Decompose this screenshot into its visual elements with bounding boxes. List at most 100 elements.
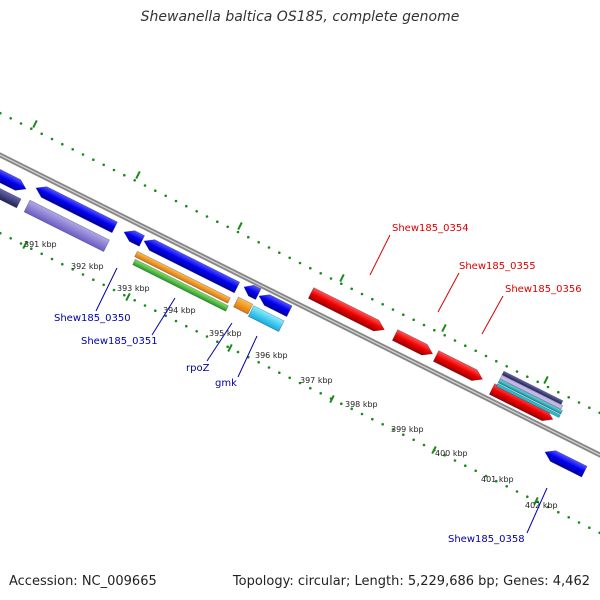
gene-arrow	[123, 230, 145, 247]
tick-dot	[216, 220, 219, 223]
tick-dot	[453, 339, 457, 342]
gene-arrow	[143, 239, 241, 294]
tick-dot	[381, 303, 385, 306]
gene-bar	[501, 370, 564, 405]
tick-dot	[92, 158, 95, 161]
tick-dot	[391, 308, 395, 311]
tick-dot	[19, 242, 23, 245]
leader-line	[95, 267, 118, 312]
gene-bar	[233, 296, 254, 315]
tick-dot	[588, 526, 591, 529]
tick-dot	[195, 210, 198, 213]
tick-dot	[30, 247, 33, 250]
leader-line	[369, 234, 391, 276]
gene-arrow	[391, 329, 434, 356]
tick-dot	[30, 127, 33, 130]
tick-dot	[257, 361, 261, 364]
kbp-label: 398 kbp	[345, 400, 378, 409]
tick-dot	[495, 359, 498, 363]
tick-major	[135, 170, 141, 180]
tick-major	[227, 343, 233, 353]
tick-dot	[453, 459, 457, 462]
tick-dot	[288, 376, 292, 380]
tick-major	[329, 394, 335, 404]
kbp-label: 394 kbp	[163, 306, 196, 315]
tick-dot	[9, 237, 12, 240]
gene-arrow	[432, 350, 483, 381]
backbone-inner	[0, 154, 600, 456]
tick-dot	[309, 386, 312, 390]
tick-dot	[464, 464, 467, 468]
tick-dot	[443, 454, 447, 457]
gene-bar	[499, 374, 564, 410]
gene-label-rpoz: rpoZ	[186, 363, 210, 374]
tick-dot	[71, 148, 74, 151]
tick-marks	[0, 111, 600, 535]
tick-dot	[526, 375, 529, 379]
tick-dot	[50, 257, 54, 261]
kbp-label: 392 kbp	[71, 262, 104, 271]
tick-dot	[319, 392, 323, 395]
tick-dot	[236, 230, 240, 234]
tick-dot	[226, 225, 229, 229]
tick-dot	[557, 390, 560, 394]
gene-bar	[132, 258, 229, 312]
tick-dot	[154, 309, 157, 313]
gene-label-shew185-0355: Shew185_0355	[459, 261, 536, 272]
tick-dot	[319, 272, 323, 275]
tick-dot	[474, 469, 478, 473]
tick-dot	[371, 297, 374, 301]
tick-dot	[340, 282, 343, 286]
tick-dot	[195, 330, 198, 333]
tick-dot	[0, 111, 2, 115]
tick-dot	[278, 371, 281, 375]
genome-backbone	[0, 152, 600, 458]
kbp-label: 399 kbp	[391, 425, 424, 434]
kbp-label: 401 kbp	[481, 475, 514, 484]
gene-bar	[134, 250, 231, 304]
tick-dot	[536, 500, 539, 504]
gene-bar	[247, 305, 285, 332]
kbp-label: 396 kbp	[255, 351, 288, 360]
gene-arrow	[243, 284, 262, 300]
gene-label-shew185-0354: Shew185_0354	[392, 223, 469, 234]
gene-bar	[497, 378, 563, 415]
tick-dot	[577, 401, 581, 404]
tick-dot	[567, 516, 570, 519]
tick-dot	[112, 168, 116, 172]
tick-dot	[381, 423, 385, 426]
tick-dot	[133, 179, 136, 182]
tick-dot	[143, 304, 147, 307]
tick-dot	[247, 235, 250, 239]
leader-line	[237, 335, 258, 378]
gene-bar	[0, 185, 22, 209]
kbp-label: 393 kbp	[117, 284, 150, 293]
tick-dot	[205, 215, 209, 218]
tick-dot	[557, 510, 560, 514]
tick-major	[339, 273, 345, 283]
tick-dot	[526, 495, 529, 499]
tick-dot	[267, 246, 271, 249]
leader-line	[526, 487, 548, 534]
tick-major	[441, 323, 447, 333]
tick-dot	[484, 474, 488, 478]
tick-dot	[402, 433, 405, 437]
tick-dot	[81, 273, 85, 276]
tick-major	[22, 240, 28, 250]
tick-dot	[185, 324, 188, 328]
gene-arrow	[258, 294, 293, 317]
tick-dot	[174, 319, 178, 323]
gene-bar	[495, 383, 561, 419]
tick-dot	[412, 438, 416, 442]
gene-arrow	[544, 450, 588, 478]
tick-dot	[515, 490, 519, 493]
tick-dot	[40, 252, 43, 256]
gene-label-shew185-0356: Shew185_0356	[505, 284, 582, 295]
tick-dot	[123, 293, 126, 297]
tick-dot	[350, 287, 354, 291]
tick-dot	[298, 381, 302, 385]
gene-label-shew185-0351: Shew185_0351	[81, 336, 158, 347]
map-title: Shewanella baltica OS185, complete genom…	[140, 9, 460, 25]
leader-line	[481, 295, 504, 335]
